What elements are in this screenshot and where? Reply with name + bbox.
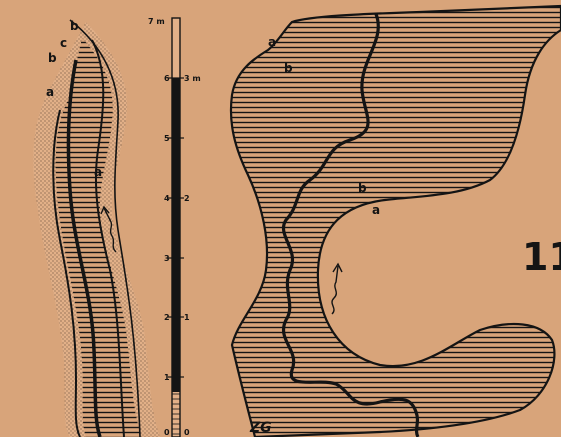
right-flow-arrow [331,265,339,315]
left-label-b-top: b [70,19,79,33]
scale-fine-ticks [172,393,180,435]
right-flow-arrowhead [332,262,343,273]
scale-left-tick-4: 4 [164,194,170,203]
scale-left-tick-6: 6 [164,74,170,83]
scale-top-label: 7 m [148,17,165,26]
right-label-a-mid: a [372,203,380,217]
scale-right-tick-0: 0 [184,428,190,437]
left-contour-line-4 [69,19,141,437]
left-contour-line-1 [52,109,81,437]
left-contour-line-2 [66,59,102,437]
right-hatched-body [229,4,561,437]
scale-bar: 7 m 6 5 4 3 2 1 0 3 m 2 1 0 [148,17,201,437]
left-label-a-top: a [46,85,54,99]
plate-number: 11 [522,235,561,279]
scale-right-tick-1: 1 [184,313,190,322]
left-flow-arrow [103,207,117,253]
left-label-b: b [48,51,57,65]
scale-left-tick-0: 0 [164,428,170,437]
right-meander-line [282,13,420,437]
scale-right-tick-2: 2 [184,194,190,203]
left-hatched-core [55,38,142,437]
left-contour-line-3 [91,39,125,437]
scale-left-tick-2: 2 [164,313,170,322]
left-label-c: c [60,36,67,50]
scale-major-ticks [168,77,184,378]
scale-right-tick-3m: 3 m [184,74,201,83]
scale-left-tick-3: 3 [164,254,170,263]
right-label-b-mid: b [358,181,367,195]
right-map-figure: a b b a [229,4,561,437]
scale-left-tick-5: 5 [164,134,170,143]
scale-left-tick-1: 1 [164,373,170,382]
left-channel-figure: b c b a a [33,19,160,437]
artist-signature: ZG [249,420,272,436]
left-label-a-side: a [94,165,102,179]
right-label-b-top: b [284,61,293,75]
left-flow-arrowhead [100,205,110,215]
right-label-a-top: a [268,35,276,49]
scale-bar-fill [172,78,180,392]
